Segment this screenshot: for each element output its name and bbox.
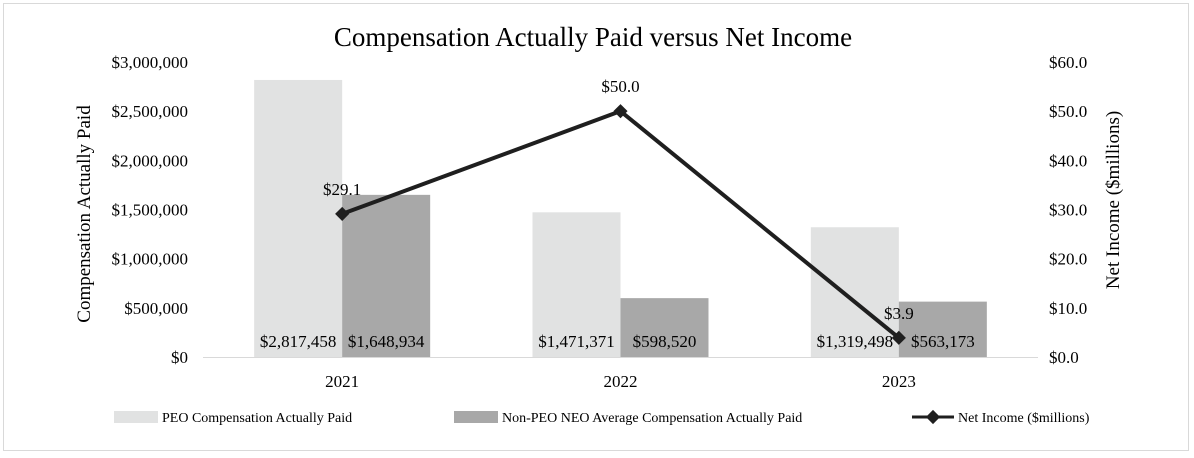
y-tick-label: $0 <box>171 348 188 367</box>
y2-tick-label: $30.0 <box>1049 201 1087 220</box>
bar-peo-2023 <box>810 227 899 357</box>
y2-tick-label: $0.0 <box>1049 348 1079 367</box>
x-tick-label: 2021 <box>325 372 359 391</box>
bars-layer <box>254 79 987 358</box>
y2-axis-label: Net Income ($millions) <box>1103 111 1124 289</box>
bar-peo-2022 <box>532 212 621 357</box>
y-tick-label: $1,000,000 <box>112 250 189 269</box>
legend-label: PEO Compensation Actually Paid <box>162 411 352 426</box>
bar-data-label: $1,471,371 <box>538 332 615 351</box>
bar-non-peo-2023 <box>898 301 987 357</box>
chart-title: Compensation Actually Paid versus Net In… <box>334 22 852 52</box>
y2-tick-label: $20.0 <box>1049 250 1087 269</box>
line-data-label: $50.0 <box>601 77 639 96</box>
y2-tick-label: $10.0 <box>1049 299 1087 318</box>
bar-non-peo-2022 <box>620 298 709 357</box>
y-tick-label: $1,500,000 <box>112 201 189 220</box>
bar-peo-2021 <box>254 79 343 358</box>
legend-marker-swatch <box>925 409 941 425</box>
legend-label: Non-PEO NEO Average Compensation Actuall… <box>502 411 802 426</box>
x-tick-label: 2022 <box>604 372 638 391</box>
net-income-point-2022 <box>613 104 628 119</box>
bar-data-label: $2,817,458 <box>260 332 337 351</box>
y-axis-label: Compensation Actually Paid <box>74 105 95 323</box>
y-tick-label: $3,000,000 <box>112 53 189 72</box>
y2-tick-label: $60.0 <box>1049 53 1087 72</box>
bar-data-label: $1,319,498 <box>817 332 894 351</box>
legend-label: Net Income ($millions) <box>958 411 1090 426</box>
x-tick-label: 2023 <box>882 372 916 391</box>
y2-tick-label: $40.0 <box>1049 151 1087 170</box>
net-income-point-2021 <box>335 206 350 221</box>
y2-tick-label: $50.0 <box>1049 102 1087 121</box>
legend-swatch-0 <box>114 411 158 423</box>
axes-layer: $0 $500,000 $1,000,000 $1,500,000 $2,000,000… <box>112 53 1088 391</box>
bar-data-label: $1,648,934 <box>348 332 425 351</box>
bar-non-peo-2021 <box>342 194 431 357</box>
chart-frame: Compensation Actually Paid versus Net In… <box>3 3 1189 451</box>
bar-data-label: $563,173 <box>911 332 975 351</box>
y-tick-label: $2,500,000 <box>112 102 189 121</box>
line-data-label: $29.1 <box>323 180 361 199</box>
chart-canvas: Compensation Actually Paid versus Net In… <box>74 22 1124 426</box>
y-tick-label: $2,000,000 <box>112 151 189 170</box>
data-labels-layer: $2,817,458 $1,648,934 $1,471,371 $598,520 $1… <box>260 77 975 351</box>
legend: PEO Compensation Actually Paid Non-PEO NE… <box>114 409 1090 426</box>
line-layer <box>335 104 906 345</box>
bar-data-label: $598,520 <box>633 332 697 351</box>
legend-swatch-1 <box>454 411 498 423</box>
y-tick-label: $500,000 <box>124 299 188 318</box>
line-data-label: $3.9 <box>884 304 914 323</box>
net-income-point-2023 <box>891 330 906 345</box>
